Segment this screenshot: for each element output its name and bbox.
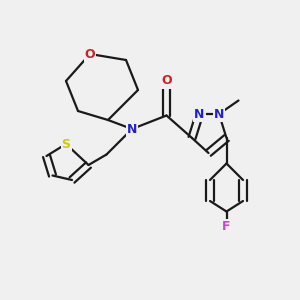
Text: O: O bbox=[85, 47, 95, 61]
Text: N: N bbox=[214, 107, 224, 121]
Text: N: N bbox=[194, 107, 205, 121]
Text: S: S bbox=[61, 137, 70, 151]
Text: F: F bbox=[222, 220, 231, 233]
Text: O: O bbox=[161, 74, 172, 88]
Text: N: N bbox=[127, 122, 137, 136]
